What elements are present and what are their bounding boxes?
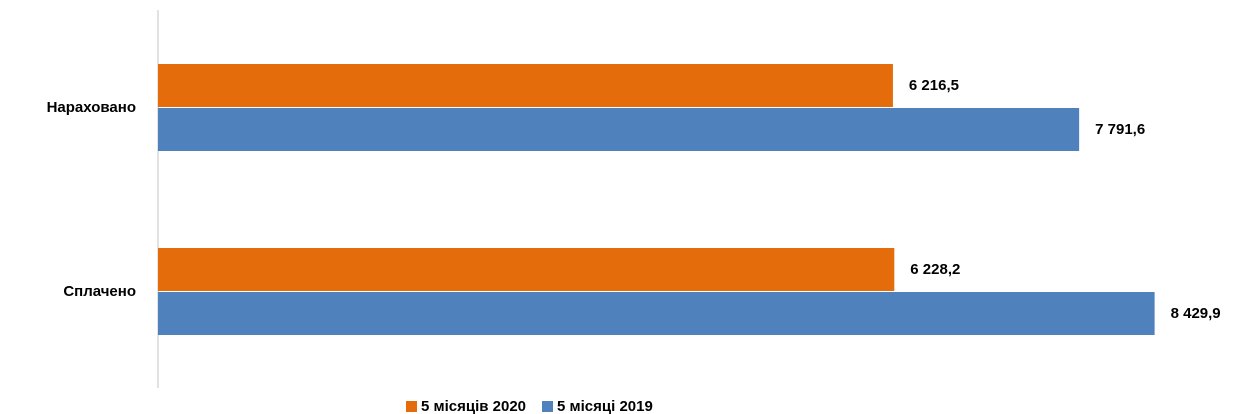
legend-swatch [542,401,554,412]
category-label: Нараховано [47,99,136,116]
data-label: 6 228,2 [910,261,960,278]
data-label: 7 791,6 [1095,121,1145,138]
data-label: 8 429,9 [1171,305,1221,322]
bar [158,248,895,291]
bar [158,108,1080,151]
bar [158,64,893,107]
bar [158,292,1155,335]
legend-label: 5 місяці 2019 [557,398,653,414]
legend-swatch [406,401,417,412]
data-label: 6 216,5 [909,77,959,94]
legend-label: 5 місяців 2020 [421,398,526,414]
category-label: Сплачено [63,283,136,300]
